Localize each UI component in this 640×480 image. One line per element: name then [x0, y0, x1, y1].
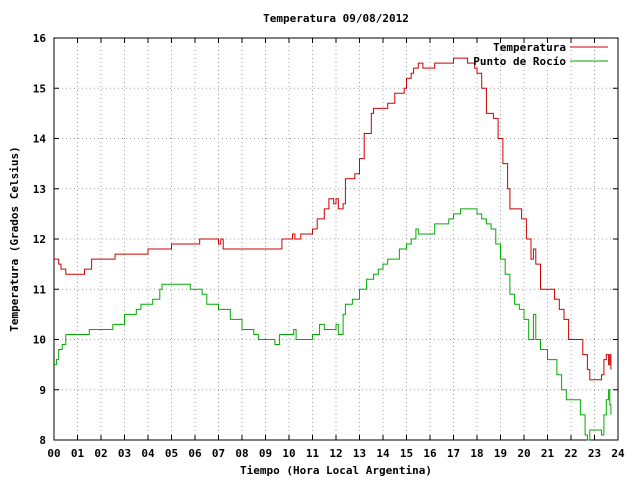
x-tick-label: 09 [259, 447, 272, 460]
series-line-punto-de-rocio [54, 208, 612, 441]
x-tick-label: 02 [94, 447, 107, 460]
series-line-temperatura [54, 57, 612, 381]
grid [54, 38, 618, 440]
x-tick-label: 20 [517, 447, 530, 460]
legend: Temperatura Punto de Rocío [473, 41, 608, 68]
x-tick-label: 17 [447, 447, 460, 460]
x-tick-label: 23 [588, 447, 601, 460]
series-lines [54, 57, 612, 441]
y-tick-label: 14 [33, 133, 47, 146]
y-axis-label: Temperatura (Grados Celsius) [8, 146, 21, 331]
x-tick-label: 05 [165, 447, 178, 460]
x-tick-label: 19 [494, 447, 507, 460]
x-tick-label: 06 [188, 447, 202, 460]
y-tick-label: 15 [33, 82, 46, 95]
x-tick-label: 08 [235, 447, 248, 460]
x-tick-label: 03 [118, 447, 131, 460]
y-tick-label: 10 [33, 334, 46, 347]
y-tick-label: 11 [33, 283, 47, 296]
x-tick-label: 14 [376, 447, 390, 460]
x-tick-label: 13 [353, 447, 366, 460]
x-tick-label: 21 [541, 447, 555, 460]
x-axis-label: Tiempo (Hora Local Argentina) [240, 464, 432, 477]
x-tick-label: 07 [212, 447, 225, 460]
x-tick-label: 01 [71, 447, 85, 460]
y-tick-label: 9 [39, 384, 46, 397]
y-tick-label: 16 [33, 32, 47, 45]
x-tick-label: 16 [423, 447, 437, 460]
legend-label-temperatura: Temperatura [493, 41, 566, 54]
x-tick-label: 11 [306, 447, 320, 460]
x-tick-label: 12 [329, 447, 342, 460]
y-tick-label: 13 [33, 183, 46, 196]
x-tick-label: 00 [47, 447, 60, 460]
x-tick-label: 04 [141, 447, 155, 460]
ticks [53, 37, 619, 441]
x-tick-label: 22 [564, 447, 577, 460]
x-tick-labels: 00 01 02 03 04 05 06 07 08 09 10 11 12 13 14 15 16 17 18 19… [47, 447, 625, 460]
x-tick-label: 18 [470, 447, 483, 460]
y-tick-label: 12 [33, 233, 46, 246]
y-tick-labels: 8 9 10 11 12 13 14 15 16 [33, 32, 47, 447]
x-tick-label: 10 [282, 447, 295, 460]
y-tick-label: 8 [39, 434, 46, 447]
legend-label-punto-de-rocio: Punto de Rocío [473, 55, 566, 68]
x-tick-label: 15 [400, 447, 413, 460]
x-tick-label: 24 [611, 447, 625, 460]
chart-title: Temperatura 09/08/2012 [263, 12, 409, 25]
